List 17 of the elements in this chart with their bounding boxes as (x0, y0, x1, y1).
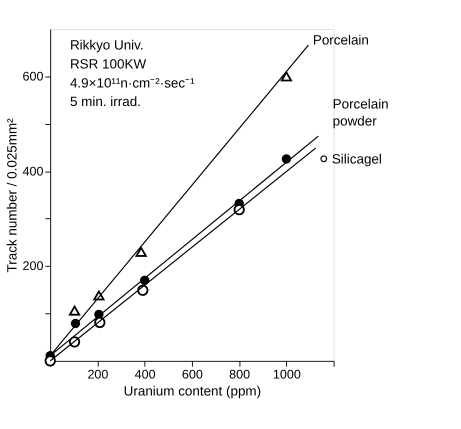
x-tick-label: 400 (134, 367, 156, 382)
series-label: Porcelain (312, 32, 369, 48)
x-tick-label: 200 (87, 367, 108, 382)
x-axis-title: Uranium content (ppm) (124, 383, 262, 398)
annotation: Rikkyo Univ. (70, 38, 144, 53)
x-tick-label: 800 (229, 367, 250, 382)
y-tick-label: 400 (22, 164, 44, 178)
y-tick-label: 200 (22, 259, 44, 274)
legend-label: Silicagel (332, 151, 382, 166)
annotation: 4.9×10¹¹n·cm⁻²·sec⁻¹ (70, 75, 196, 90)
y-tick-label: 600 (22, 69, 44, 84)
series-label: Porcelain powder (332, 96, 389, 128)
x-tick-label: 600 (182, 367, 203, 382)
y-axis-title: Track number / 0.025mm² (4, 118, 20, 272)
annotation: 5 min. irrad. (70, 94, 141, 110)
annotation: RSR 100KW (70, 56, 146, 72)
x-tick-label: 1000 (272, 367, 301, 382)
